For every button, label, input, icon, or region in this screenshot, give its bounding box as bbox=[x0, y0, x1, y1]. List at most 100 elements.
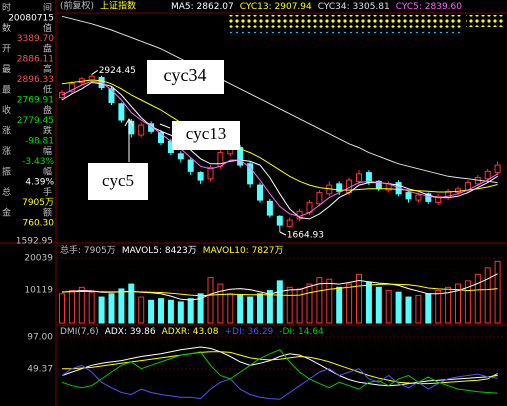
legend: DMI(7,6) ADX: 39.86 ADXR: 43.08 +DI: 36.29-… bbox=[60, 327, 324, 337]
volume-bar bbox=[148, 299, 155, 324]
volume-bar bbox=[415, 294, 422, 324]
volume-bar bbox=[98, 296, 105, 324]
volume-bar bbox=[395, 291, 402, 324]
series-line bbox=[62, 351, 498, 385]
legend-entry: MAVOL5: 8423万 bbox=[122, 246, 197, 256]
candle-body bbox=[237, 147, 244, 166]
volume-bar bbox=[78, 286, 85, 324]
series-line bbox=[61, 79, 498, 193]
series-line bbox=[61, 364, 498, 400]
annotation-arrow bbox=[124, 117, 134, 127]
candle-body bbox=[484, 170, 491, 180]
y-tick-label: 97.00 bbox=[27, 332, 53, 342]
candle-body bbox=[435, 195, 442, 204]
volume-bar bbox=[445, 286, 452, 324]
volume-bar bbox=[455, 283, 461, 324]
series-line bbox=[61, 15, 498, 184]
high-pointer bbox=[91, 70, 98, 75]
volume-bar bbox=[257, 293, 263, 324]
legend-label: 总手: 7905万 bbox=[60, 244, 116, 256]
legend-entry: CYC5: 2839.60 bbox=[396, 2, 463, 12]
series-line bbox=[61, 346, 498, 387]
candle-body bbox=[59, 92, 65, 99]
legend-entry: -DI: 14.64 bbox=[279, 327, 324, 337]
sidebar-value: 4.39% bbox=[25, 178, 54, 188]
chart-title: 上证指数 bbox=[100, 0, 136, 12]
candle-body bbox=[68, 83, 75, 92]
annotation: cyc5 bbox=[102, 171, 134, 190]
volume-bar bbox=[435, 290, 442, 324]
volume-bar bbox=[405, 296, 412, 324]
volume-bar bbox=[217, 283, 224, 324]
volume-bar bbox=[207, 277, 214, 324]
volume-bar bbox=[484, 267, 491, 324]
volume-bar bbox=[336, 286, 343, 324]
y-tick-label: 49.37 bbox=[27, 365, 53, 375]
annotation-arrow bbox=[159, 123, 171, 129]
candle-body bbox=[247, 163, 254, 185]
candle-body bbox=[207, 167, 214, 180]
candle-body bbox=[257, 184, 263, 201]
volume-bar bbox=[464, 280, 471, 324]
series-line bbox=[61, 80, 498, 217]
candle-body bbox=[405, 192, 412, 200]
candle-body bbox=[266, 200, 273, 216]
sidebar-value: -3.43% bbox=[22, 157, 54, 167]
sidebar-value: 2779.45 bbox=[17, 116, 54, 126]
volume-bar bbox=[187, 298, 194, 324]
volume-bar bbox=[227, 293, 234, 324]
series-line bbox=[61, 349, 498, 394]
y-tick-label: 10119 bbox=[24, 286, 53, 296]
volume-bar bbox=[138, 296, 145, 324]
high-label: 2924.45 bbox=[99, 66, 136, 76]
volume-bar bbox=[296, 288, 303, 324]
candle-body bbox=[177, 153, 184, 160]
low-label: 1664.93 bbox=[287, 230, 324, 240]
volume-bar bbox=[306, 283, 313, 324]
volume-bar bbox=[356, 273, 362, 324]
y-tick-label: 20039 bbox=[24, 254, 53, 264]
volume-bar bbox=[237, 294, 244, 324]
volume-bar bbox=[167, 299, 174, 324]
sidebar-value: 20080715 bbox=[8, 14, 54, 24]
sidebar-value: 3389.70 bbox=[17, 34, 54, 44]
signal-dots bbox=[228, 15, 462, 27]
volume-bar bbox=[118, 288, 125, 324]
legend: 总手: 7905万 MAVOL5: 8423万 MAVOL10: 7827万 bbox=[60, 244, 283, 256]
candle-body bbox=[108, 88, 115, 104]
candle-body bbox=[494, 164, 501, 174]
candle-body bbox=[88, 75, 95, 81]
annotation-box bbox=[172, 121, 240, 150]
legend-entry: CYC34: 3305.81 bbox=[318, 2, 390, 12]
sidebar-value: -98.81 bbox=[25, 137, 54, 147]
series-line bbox=[61, 283, 498, 297]
candle-body bbox=[187, 159, 194, 172]
sidebar-value: 2896.33 bbox=[17, 75, 54, 85]
volume-bar bbox=[266, 290, 273, 324]
candle-body bbox=[425, 193, 432, 202]
volume-bar bbox=[158, 298, 164, 324]
signal-dots bbox=[228, 27, 462, 33]
volume-bar bbox=[375, 286, 382, 324]
legend-entry: ADX: 39.86 bbox=[105, 327, 156, 337]
volume-bar bbox=[365, 281, 372, 324]
sidebar-value: 7905万 bbox=[22, 198, 54, 208]
candle-body bbox=[197, 172, 204, 181]
volume-bar bbox=[286, 286, 293, 324]
annotation: cyc34 bbox=[164, 65, 207, 85]
volume-bar bbox=[68, 290, 75, 324]
annotations: cyc34 cyc13 cyc5 bbox=[88, 60, 240, 200]
annotation-box bbox=[147, 60, 224, 94]
candle-body bbox=[118, 103, 125, 121]
volume-bar bbox=[197, 293, 204, 324]
volume-bar bbox=[128, 283, 135, 324]
candle-body bbox=[336, 183, 343, 192]
annotation-box bbox=[88, 163, 148, 200]
volume-bar bbox=[247, 296, 254, 324]
volume-bar bbox=[276, 280, 283, 324]
chart-subtitle: (前复权) bbox=[60, 0, 94, 12]
volume-bar bbox=[326, 278, 333, 324]
volume-bar bbox=[108, 293, 115, 324]
